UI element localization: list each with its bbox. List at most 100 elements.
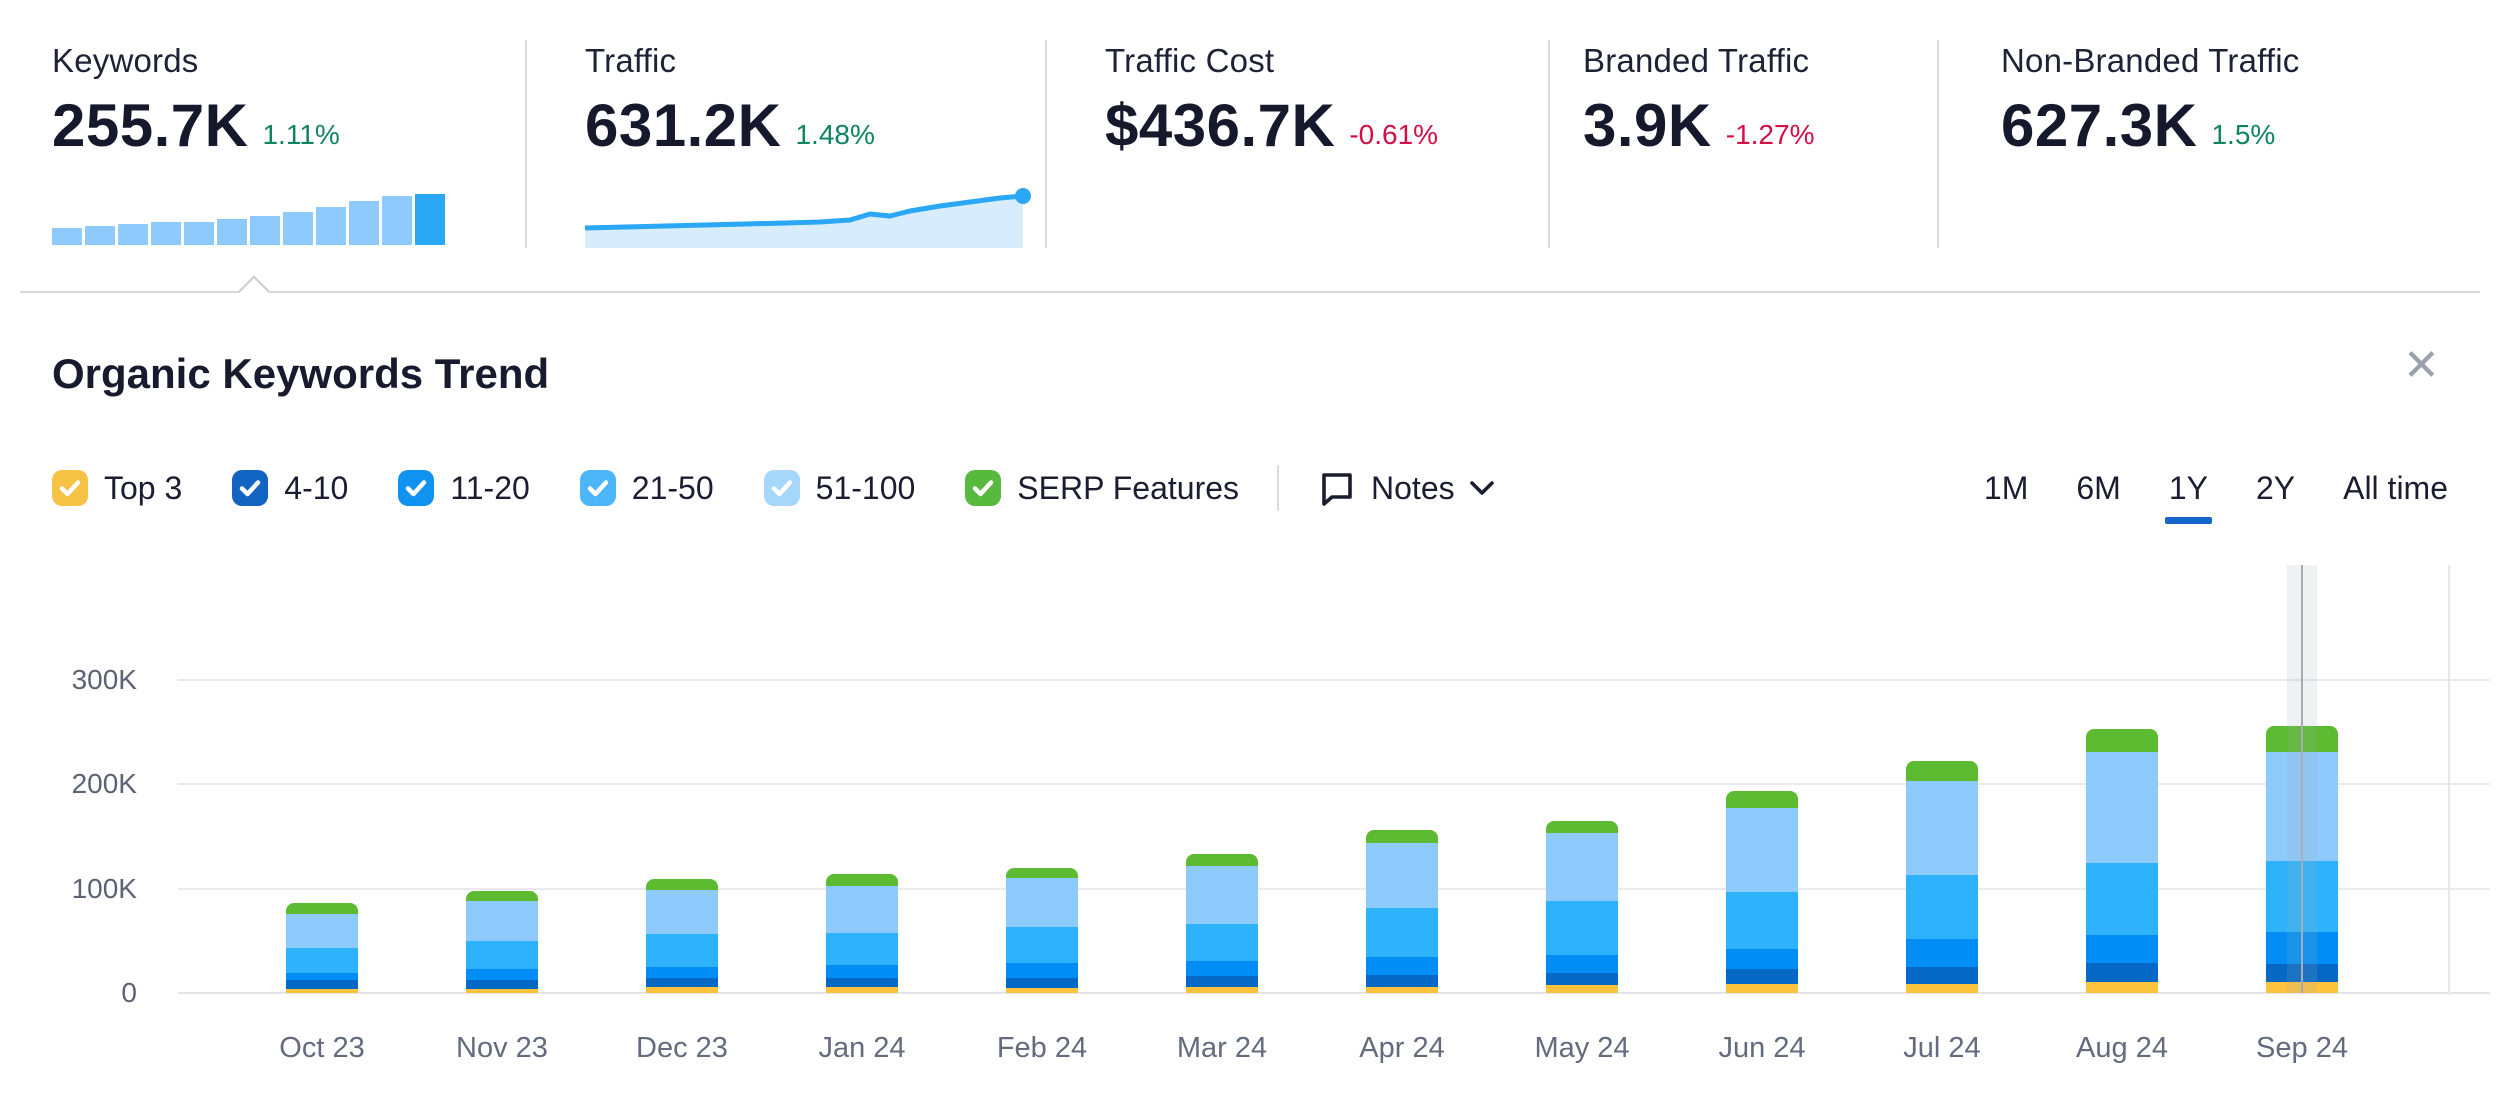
bar-segment-51-100 [1726,808,1798,892]
chart-bar-nov-23[interactable] [466,890,538,993]
kpi-card-traffic[interactable]: Traffic 631.2K 1.48% [585,42,1031,252]
sparkline-bar [118,224,148,245]
bar-segment-21-50 [286,948,358,974]
bar-segment-51-100 [286,913,358,949]
card-divider [525,40,527,248]
sparkline-bar [316,207,346,245]
bar-segment-21-50 [646,933,718,967]
kpi-label: Keywords [52,42,199,79]
checkbox-checked-icon[interactable] [579,470,616,506]
filter-label: 21-50 [631,469,714,506]
chart-bar-jan-24[interactable] [826,873,898,993]
filter-21-50[interactable]: 21-50 [579,469,714,507]
y-axis-label: 300K [71,663,137,695]
y-axis-label: 200K [71,768,137,799]
sparkline-bar [85,226,115,245]
bar-segment-21-50 [1906,874,1978,939]
bar-segment-serp-features [1186,854,1258,866]
y-axis-label: 100K [71,872,137,904]
chart-bar-dec-23[interactable] [646,878,718,993]
traffic-sparkline-chart [585,188,1031,248]
panel-title: Organic Keywords Trend [52,350,550,397]
bar-segment-21-50 [1366,907,1438,957]
kpi-card-branded-traffic[interactable]: Branded Traffic 3.9K -1.27% [1583,42,1814,252]
checkbox-checked-icon[interactable] [52,470,88,506]
bar-segment-51-100 [826,886,898,934]
filter-top-3[interactable]: Top 3 [52,470,182,507]
controls-divider [1277,465,1280,511]
kpi-change: 1.48% [795,119,875,150]
chart-bar-oct-23[interactable] [286,903,358,993]
bar-segment-21-50 [2086,862,2158,936]
chart-bar-jul-24[interactable] [1906,761,1978,993]
filter-label: 51-100 [815,469,916,506]
x-axis-label: Jul 24 [1903,1032,1981,1064]
kpi-value: $436.7K [1105,92,1336,159]
filter-label: SERP Features [1017,469,1240,506]
bar-segment-4-10 [1906,966,1978,984]
bar-segment-4-10 [1366,974,1438,987]
kpi-change: 1.5% [2211,119,2276,150]
filter-11-20[interactable]: 11-20 [398,470,530,507]
time-range-all-time[interactable]: All time [2343,469,2448,506]
bar-segment-top-3 [1006,987,1078,993]
selected-card-notch [238,275,270,307]
bar-segment-11-20 [2086,935,2158,964]
notes-dropdown[interactable]: Notes [1317,468,1495,508]
right-axis-line [2448,565,2450,995]
x-axis-label: Mar 24 [1176,1032,1268,1064]
bar-segment-21-50 [1006,926,1078,963]
time-range-selector: 1M 6M 1Y 2Y All time [1983,469,2448,524]
bar-segment-top-3 [1366,986,1438,993]
kpi-card-keywords[interactable]: Keywords 255.7K 1.11% [52,42,445,252]
sparkline-bar [349,201,379,245]
checkbox-checked-icon[interactable] [232,470,269,506]
bar-segment-51-100 [646,889,718,934]
kpi-card-non-branded-traffic[interactable]: Non-Branded Traffic 627.3K 1.5% [2001,42,2300,252]
bar-segment-4-10 [2086,963,2158,983]
kpi-change: -0.61% [1349,119,1439,150]
sparkline-bar [382,196,412,245]
kpi-label: Traffic Cost [1105,42,1275,79]
kpi-value: 627.3K [2001,92,2198,159]
bar-segment-4-10 [286,980,358,989]
checkbox-checked-icon[interactable] [965,470,1002,506]
kpi-card-traffic-cost[interactable]: Traffic Cost $436.7K -0.61% [1105,42,1438,252]
bar-segment-serp-features [1546,820,1618,834]
hover-crosshair-line [2301,565,2303,993]
time-range-2y[interactable]: 2Y [2255,469,2296,506]
filter-4-10[interactable]: 4-10 [232,470,348,507]
chart-bar-aug-24[interactable] [2086,729,2158,993]
sparkline-bar [283,212,313,245]
chart-bar-feb-24[interactable] [1006,867,1078,993]
chart-controls-row: Top 3 4-10 11-20 21-50 [52,460,2448,524]
filter-51-100[interactable]: 51-100 [763,469,916,507]
close-icon[interactable]: ✕ [2403,341,2440,390]
bar-segment-4-10 [1546,972,1618,986]
x-axis-label: Aug 24 [2076,1032,2168,1064]
checkbox-checked-icon[interactable] [398,470,435,506]
chart-bar-may-24[interactable] [1546,820,1618,993]
gridline-100K [178,887,2490,890]
bar-segment-serp-features [1366,830,1438,843]
x-axis-label: Oct 23 [279,1032,365,1064]
time-range-1m[interactable]: 1M [1983,469,2029,506]
checkbox-checked-icon[interactable] [763,470,800,506]
chart-bar-mar-24[interactable] [1186,854,1258,993]
bar-segment-serp-features [286,903,358,914]
kpi-label: Non-Branded Traffic [2001,42,2300,79]
section-divider [20,291,2480,293]
kpi-change: 1.11% [262,119,340,150]
filter-serp-features[interactable]: SERP Features [965,470,1239,507]
bar-segment-serp-features [1906,761,1978,781]
bar-segment-top-3 [1906,983,1978,993]
chart-bar-apr-24[interactable] [1366,830,1438,993]
chart-bar-jun-24[interactable] [1726,791,1798,993]
sparkline-bar [52,228,82,245]
bar-segment-51-100 [466,900,538,941]
bar-segment-21-50 [1726,891,1798,950]
time-range-6m[interactable]: 6M [2076,469,2121,506]
x-axis-label: Feb 24 [996,1032,1088,1064]
time-range-1y[interactable]: 1Y [2164,469,2213,524]
